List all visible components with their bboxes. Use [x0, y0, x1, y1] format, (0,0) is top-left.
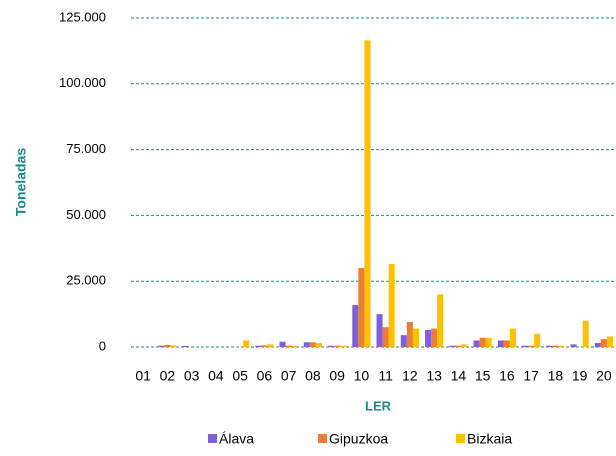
y-tick-label: 50.000 — [66, 207, 106, 222]
x-tick-label: 19 — [572, 368, 588, 384]
x-tick-label: 14 — [451, 368, 467, 384]
bar — [388, 264, 395, 347]
y-tick-label: 75.000 — [66, 141, 106, 156]
legend-label: Bizkaia — [467, 431, 512, 447]
x-axis-title: LER — [365, 398, 392, 413]
x-tick-label: 08 — [305, 368, 321, 384]
bar — [600, 339, 607, 347]
legend-label: Gipuzkoa — [329, 431, 388, 447]
x-tick-label: 11 — [378, 368, 393, 384]
x-tick-label: 07 — [281, 368, 297, 384]
bar — [455, 345, 462, 347]
y-tick-label: 100.000 — [59, 75, 106, 90]
bar — [546, 345, 553, 347]
bar — [170, 345, 177, 347]
y-tick-label: 125.000 — [59, 9, 106, 24]
legend-label: Álava — [219, 431, 254, 447]
bar — [267, 344, 274, 347]
bar — [303, 342, 310, 347]
x-tick-label: 16 — [499, 368, 515, 384]
bar — [479, 337, 486, 347]
bar — [528, 345, 535, 347]
bar — [437, 294, 444, 347]
bar — [400, 335, 407, 347]
bar — [412, 328, 419, 347]
y-tick-label: 0 — [99, 338, 106, 353]
bar — [334, 345, 341, 347]
x-tick-label: 01 — [135, 368, 151, 384]
bar — [376, 314, 383, 347]
x-tick-label: 06 — [257, 368, 273, 384]
bar — [522, 345, 529, 347]
bar — [534, 333, 541, 347]
bar — [315, 343, 322, 347]
bar — [406, 321, 413, 347]
x-tick-label: 09 — [329, 368, 345, 384]
x-tick-label: 04 — [208, 368, 224, 384]
bar — [243, 340, 250, 347]
bar — [503, 340, 510, 347]
bar — [431, 328, 438, 347]
legend-swatch — [456, 434, 465, 443]
bar — [164, 344, 171, 347]
y-tick-label: 25.000 — [66, 273, 106, 288]
bar — [358, 268, 365, 347]
bar — [552, 345, 559, 347]
x-tick-label: 17 — [523, 368, 539, 384]
x-tick-label: 15 — [475, 368, 491, 384]
bar — [449, 345, 456, 347]
bar — [340, 345, 347, 347]
bar — [285, 345, 292, 347]
bar — [352, 304, 359, 347]
bar — [425, 329, 432, 347]
x-tick-label: 18 — [548, 368, 564, 384]
x-tick-label: 05 — [232, 368, 248, 384]
bar — [582, 320, 589, 347]
bar — [461, 344, 468, 347]
bar — [606, 336, 613, 347]
x-tick-label: 12 — [402, 368, 418, 384]
bar — [594, 343, 601, 347]
bar — [158, 345, 165, 347]
bar — [558, 345, 565, 347]
bar — [485, 337, 492, 347]
bar — [382, 327, 389, 347]
legend-swatch — [318, 434, 327, 443]
bar — [255, 345, 262, 347]
bar — [182, 345, 189, 347]
x-tick-label: 13 — [426, 368, 442, 384]
bar — [309, 342, 316, 347]
bar — [364, 40, 371, 347]
bar — [570, 344, 577, 347]
bar — [291, 345, 298, 347]
x-tick-label: 10 — [354, 368, 370, 384]
bar — [279, 341, 286, 347]
bar — [509, 328, 516, 347]
bar — [328, 345, 335, 347]
x-tick-label: 02 — [160, 368, 176, 384]
legend-swatch — [208, 434, 217, 443]
bar — [497, 340, 504, 347]
x-tick-label: 03 — [184, 368, 200, 384]
y-axis-title: Toneladas — [13, 148, 29, 216]
bar — [473, 340, 480, 347]
bar — [261, 345, 268, 347]
x-tick-label: 20 — [596, 368, 612, 384]
